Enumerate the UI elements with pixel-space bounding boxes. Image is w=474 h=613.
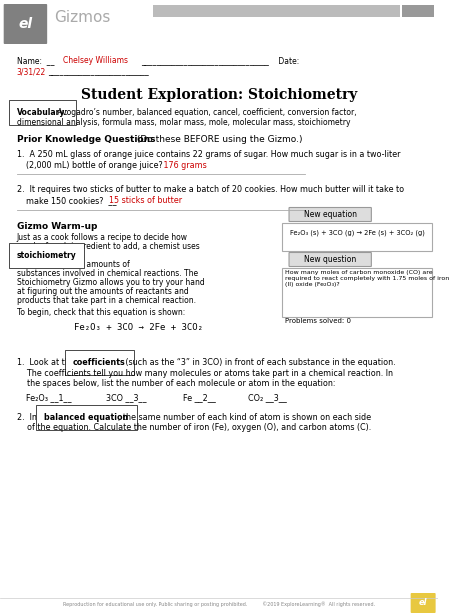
Text: The coefficients tell you how many molecules or atoms take part in a chemical re: The coefficients tell you how many molec… [17,369,392,378]
Text: 2.  It requires two sticks of butter to make a batch of 20 cookies. How much but: 2. It requires two sticks of butter to m… [17,185,404,194]
Text: Fe __2__: Fe __2__ [183,393,216,402]
FancyBboxPatch shape [289,253,371,267]
Text: CO₂ __3__: CO₂ __3__ [248,393,287,402]
FancyBboxPatch shape [289,207,371,221]
Bar [402,5,434,17]
Text: (such as the “3” in 3CO) in front of each substance in the equation.: (such as the “3” in 3CO) in front of eac… [123,358,396,367]
Text: Gizmos: Gizmos [54,10,110,25]
Text: Name:  __: Name: __ [17,56,54,65]
Text: Just as a cook follows a recipe to decide how: Just as a cook follows a recipe to decid… [17,233,188,242]
Text: 2.  In a: 2. In a [17,413,46,422]
Text: 15 sticks of butter: 15 sticks of butter [109,196,182,205]
Text: balanced equation: balanced equation [45,413,128,422]
Text: Fe₂O₃ (s) + 3CO (g) → 2Fe (s) + 3CO₂ (g): Fe₂O₃ (s) + 3CO (g) → 2Fe (s) + 3CO₂ (g) [290,229,424,235]
Text: 1.  Look at the: 1. Look at the [17,358,77,367]
FancyBboxPatch shape [4,4,47,44]
Text: _________________________________    Date:: _________________________________ Date: [141,56,299,65]
Text: New question: New question [304,255,356,264]
Text: 3CO __3__: 3CO __3__ [106,393,147,402]
Text: Reproduction for educational use only. Public sharing or posting prohibited.    : Reproduction for educational use only. P… [63,601,375,607]
Text: Fe₂O₃ __1__: Fe₂O₃ __1__ [26,393,72,402]
FancyBboxPatch shape [282,267,432,316]
Text: To begin, check that this equation is shown:: To begin, check that this equation is sh… [17,308,185,317]
Text: el: el [419,598,427,607]
Text: __________________________: __________________________ [48,67,149,76]
FancyBboxPatch shape [410,593,436,613]
Text: 3/31/22: 3/31/22 [17,67,46,76]
Text: dimensional analysis, formula mass, molar mass, mole, molecular mass, stoichiome: dimensional analysis, formula mass, mola… [17,118,350,127]
Text: Fe₂O₃ + 3CO → 2Fe + 3CO₂: Fe₂O₃ + 3CO → 2Fe + 3CO₂ [74,323,203,332]
Text: (2,000 mL) bottle of orange juice?: (2,000 mL) bottle of orange juice? [26,161,163,170]
Text: el: el [18,17,33,31]
Text: (Do these BEFORE using the Gizmo.): (Do these BEFORE using the Gizmo.) [134,135,302,144]
Text: of the equation. Calculate the number of iron (Fe), oxygen (O), and carbon atoms: of the equation. Calculate the number of… [17,423,371,432]
Text: 1.  A 250 mL glass of orange juice contains 22 grams of sugar. How much sugar is: 1. A 250 mL glass of orange juice contai… [17,150,400,159]
Text: the spaces below, list the number of each molecule or atom in the equation:: the spaces below, list the number of eac… [17,379,335,388]
Text: 176 grams: 176 grams [161,161,207,170]
Text: Student Exploration: Stoichiometry: Student Exploration: Stoichiometry [81,88,357,102]
Text: Gizmo Warm-up: Gizmo Warm-up [17,222,97,231]
FancyBboxPatch shape [282,223,432,251]
Text: Avogadro’s number, balanced equation, cancel, coefficient, conversion factor,: Avogadro’s number, balanced equation, ca… [55,108,357,117]
Text: Chelsey Williams: Chelsey Williams [63,56,128,65]
Text: to determine the amounts of: to determine the amounts of [17,260,129,269]
Text: Stoichiometry Gizmo allows you to try your hand: Stoichiometry Gizmo allows you to try yo… [17,278,204,287]
Text: much of each ingredient to add, a chemist uses: much of each ingredient to add, a chemis… [17,242,200,251]
Text: How many moles of carbon monoxide (CO) are
required to react completely with 1.7: How many moles of carbon monoxide (CO) a… [285,270,449,287]
Text: Problems solved: 0: Problems solved: 0 [285,318,351,324]
Text: substances involved in chemical reactions. The: substances involved in chemical reaction… [17,269,198,278]
Text: Vocabulary:: Vocabulary: [17,108,68,117]
Text: New equation: New equation [304,210,357,219]
Text: stoichiometry: stoichiometry [17,251,76,260]
Text: Prior Knowledge Questions: Prior Knowledge Questions [17,135,155,144]
Text: products that take part in a chemical reaction.: products that take part in a chemical re… [17,296,196,305]
Bar [153,5,401,17]
Text: coefficients: coefficients [73,358,126,367]
Text: at figuring out the amounts of reactants and: at figuring out the amounts of reactants… [17,287,188,296]
Text: make 150 cookies?  __: make 150 cookies? __ [26,196,117,205]
Text: , the same number of each kind of atom is shown on each side: , the same number of each kind of atom i… [118,413,372,422]
